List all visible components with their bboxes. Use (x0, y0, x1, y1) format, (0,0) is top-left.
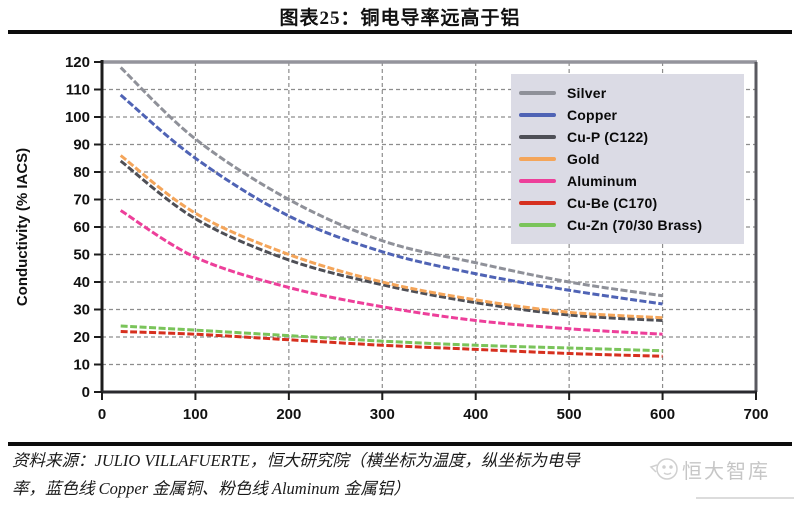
y-tick-label: 90 (73, 137, 90, 154)
y-tick-label: 80 (73, 164, 90, 181)
y-tick-label: 100 (65, 109, 90, 126)
legend-label: Aluminum (567, 173, 638, 189)
x-tick-label: 200 (276, 406, 301, 423)
x-tick-label: 400 (463, 406, 488, 423)
x-tick-label: 700 (743, 406, 768, 423)
legend-item: Cu-P (C122) (519, 126, 744, 148)
y-tick-label: 70 (73, 192, 90, 209)
series-line-cu-zn-70-30-brass- (120, 324, 663, 353)
y-tick-label: 60 (73, 219, 90, 236)
legend-swatch (519, 135, 556, 139)
source-text-line: 资料来源：JULIO VILLAFUERTE，恒大研究院（横坐标为温度，纵坐标为… (12, 451, 580, 470)
x-tick-label: 0 (98, 406, 106, 423)
legend-swatch (519, 113, 556, 117)
series-line-copper (119, 93, 663, 306)
y-tick-label: 30 (73, 302, 90, 319)
legend-item: Silver (519, 82, 744, 104)
y-tick-label: 50 (73, 247, 90, 264)
x-tick-label: 100 (183, 406, 208, 423)
legend-swatch (519, 179, 556, 183)
y-tick-label: 120 (65, 54, 90, 71)
legend-item: Cu-Zn (70/30 Brass) (519, 214, 744, 236)
legend-label: Cu-Zn (70/30 Brass) (567, 217, 703, 233)
series-line-aluminum (119, 209, 663, 336)
watermark: 恒大智库 (648, 453, 770, 485)
legend-label: Gold (567, 151, 600, 167)
legend-item: Copper (519, 104, 744, 126)
page-title: 图表25：铜电导率远高于铝 (279, 8, 521, 29)
watermark-logo-icon (649, 458, 678, 480)
y-tick-label: 0 (82, 384, 90, 401)
series-line-silver (119, 66, 663, 298)
legend-swatch (519, 157, 556, 161)
legend: Silver Copper Cu-P (C122) Gold Aluminum Cu-Be… (511, 74, 744, 244)
x-tick-label: 600 (650, 406, 675, 423)
source-text-line: 率，蓝色线 Copper 金属铜、粉色线 Aluminum 金属铝） (12, 479, 410, 498)
series-line-cu-be-c170- (120, 330, 663, 358)
x-tick-label: 500 (557, 406, 582, 423)
watermark-label: 恒大智库 (682, 460, 770, 483)
legend-label: Copper (567, 107, 618, 123)
y-tick-label: 20 (73, 329, 90, 346)
legend-swatch (519, 201, 556, 205)
watermark-underline (696, 497, 794, 499)
legend-item: Cu-Be (C170) (519, 192, 744, 214)
y-tick-label: 110 (66, 82, 90, 99)
x-tick-label: 300 (370, 406, 395, 423)
legend-label: Cu-Be (C170) (567, 195, 658, 211)
legend-swatch (519, 223, 556, 227)
title-divider (8, 30, 792, 34)
legend-item: Aluminum (519, 170, 744, 192)
footer-divider (8, 442, 792, 446)
legend-item: Gold (519, 148, 744, 170)
legend-label: Cu-P (C122) (567, 129, 649, 145)
y-tick-label: 40 (73, 274, 90, 291)
legend-label: Silver (567, 85, 607, 101)
legend-swatch (519, 91, 556, 95)
source-text: 资料来源：JULIO VILLAFUERTE，恒大研究院（横坐标为温度，纵坐标为… (12, 447, 792, 503)
y-tick-label: 10 (73, 357, 90, 374)
